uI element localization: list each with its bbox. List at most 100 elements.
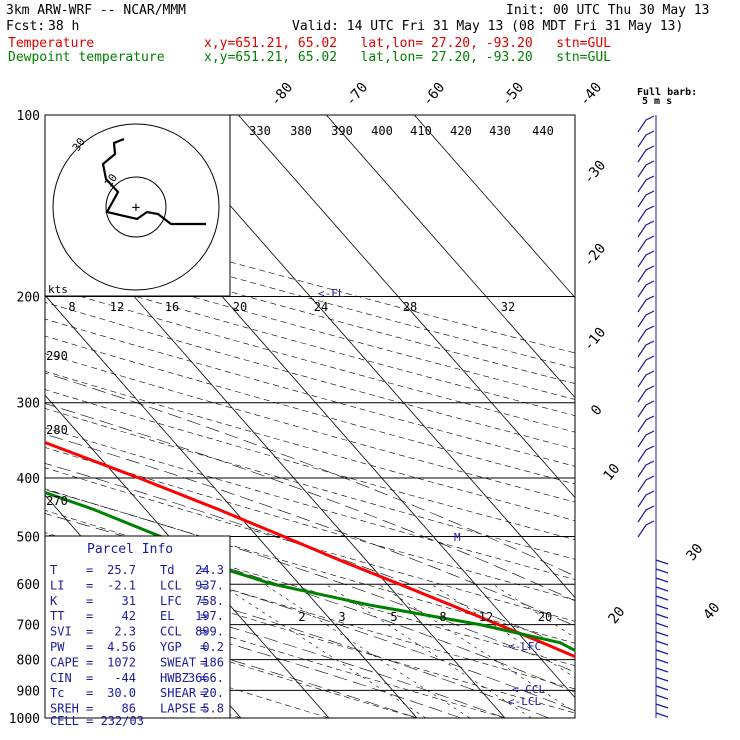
altitude-label: 290 [46, 349, 68, 363]
parcel-value: 186 [202, 655, 224, 669]
parcel-value: = [86, 563, 93, 577]
parcel-value: LCL [160, 578, 182, 592]
hodograph-ring-outer [52, 123, 220, 291]
parcel-value: 197. [195, 609, 224, 623]
wind-barb [637, 250, 655, 268]
hodograph-center: + [132, 200, 140, 216]
isotherm-label: -80 [268, 80, 297, 110]
pressure-tick-label: 700 [17, 619, 40, 634]
plot-frame [44, 114, 576, 719]
isotherm-label: -50 [499, 80, 528, 110]
isotherm-line [150, 115, 575, 599]
parcel-info-title: Parcel Info [87, 542, 173, 557]
level-annotation: <-LFC [508, 640, 541, 653]
parcel-value: = [200, 578, 207, 592]
wind-barb [637, 265, 655, 283]
wind-barb [637, 490, 655, 508]
parcel-value: 25.7 [107, 563, 136, 577]
theta-label: 390 [331, 124, 353, 138]
dry-adiabat [45, 302, 575, 450]
dry-adiabat [45, 239, 575, 384]
parcel-info-box [44, 535, 231, 719]
forecast-label: Fcst: [6, 19, 46, 34]
parcel-value: CIN [50, 671, 72, 685]
mixing-ratio-line [378, 583, 575, 713]
hodograph-speed-label: 16 [165, 300, 179, 314]
wind-barb [637, 340, 655, 358]
parcel-value: = [200, 686, 207, 700]
wind-barb [637, 325, 655, 343]
parcel-value: 24.3 [195, 563, 224, 577]
parcel-value: = [86, 686, 93, 700]
wind-barb [655, 622, 669, 628]
wind-barb [655, 586, 669, 592]
parcel-value: = [200, 702, 207, 716]
parcel-value: = [200, 594, 207, 608]
hodograph-units: kts [48, 283, 68, 296]
isotherm-line [238, 115, 575, 499]
wind-barb [655, 604, 669, 610]
dry-adiabat [45, 285, 575, 433]
parcel-value: = [200, 609, 207, 623]
isotherm-label: -60 [420, 80, 449, 110]
wind-barb [655, 559, 669, 565]
parcel-value: 937. [195, 578, 224, 592]
parcel-value: Td [160, 563, 174, 577]
theta-label: 380 [290, 124, 312, 138]
parcel-value: LAPSE [160, 702, 196, 716]
level-annotation: M [454, 531, 461, 544]
wind-barb [637, 190, 655, 208]
wind-barb [637, 280, 655, 298]
theta-label: 400 [371, 124, 393, 138]
parcel-value: K [50, 594, 58, 608]
hodograph-box [44, 114, 231, 297]
wind-barb [637, 415, 655, 433]
temperature-trace [45, 440, 575, 659]
parcel-value: 0.2 [202, 640, 224, 654]
parcel-value: -44 [114, 671, 136, 685]
wind-barb [655, 631, 669, 637]
wind-barb [637, 175, 655, 193]
hodograph-speed-label: 8 [68, 300, 75, 314]
pressure-tick-label: 600 [17, 578, 40, 593]
isotherm-label: -30 [581, 158, 610, 188]
pressure-tick-label: 900 [17, 684, 40, 699]
dry-adiabat [45, 467, 575, 622]
wind-barb [637, 295, 655, 313]
temperature-location: x,y=651.21, 65.02 lat,lon= 27.20, -93.20… [204, 36, 611, 51]
dry-adiabat [45, 488, 575, 644]
parcel-value: = [86, 578, 93, 592]
parcel-value: 2.3 [114, 625, 136, 639]
wind-barb [655, 712, 669, 718]
isotherm-label: 40 [700, 600, 723, 623]
isotherm-label: 0 [588, 402, 606, 419]
isotherm-label: -40 [577, 80, 606, 110]
wind-barb [637, 130, 655, 148]
mixing-ratio-line [263, 583, 470, 718]
theta-label: 410 [410, 124, 432, 138]
barb-legend-title: Full barb: [637, 87, 697, 98]
theta-label: 430 [489, 124, 511, 138]
isotherm-label: 30 [683, 541, 706, 564]
temperature-legend: Temperature [8, 36, 95, 51]
parcel-value: LI [50, 578, 64, 592]
wind-barb [655, 595, 669, 601]
parcel-value: = [86, 640, 93, 654]
isotherm-label: -10 [581, 325, 610, 355]
isotherm-label: 20 [605, 604, 628, 627]
wind-barb [637, 475, 655, 493]
parcel-value: 758. [195, 594, 224, 608]
wind-barb [637, 160, 655, 178]
parcel-value: -2.1 [107, 578, 136, 592]
parcel-value: 1072 [107, 655, 136, 669]
parcel-value: = [200, 625, 207, 639]
wind-barb [655, 694, 669, 700]
wind-barb [637, 235, 655, 253]
wind-barb [655, 658, 669, 664]
parcel-value: 3666. [188, 671, 224, 685]
parcel-value: SHEAR [160, 686, 197, 700]
wind-barb [637, 115, 655, 133]
isotherm-line [45, 294, 418, 718]
hodograph-speed-label: 28 [403, 300, 417, 314]
dewpoint-location: x,y=651.21, 65.02 lat,lon= 27.20, -93.20… [204, 50, 611, 65]
